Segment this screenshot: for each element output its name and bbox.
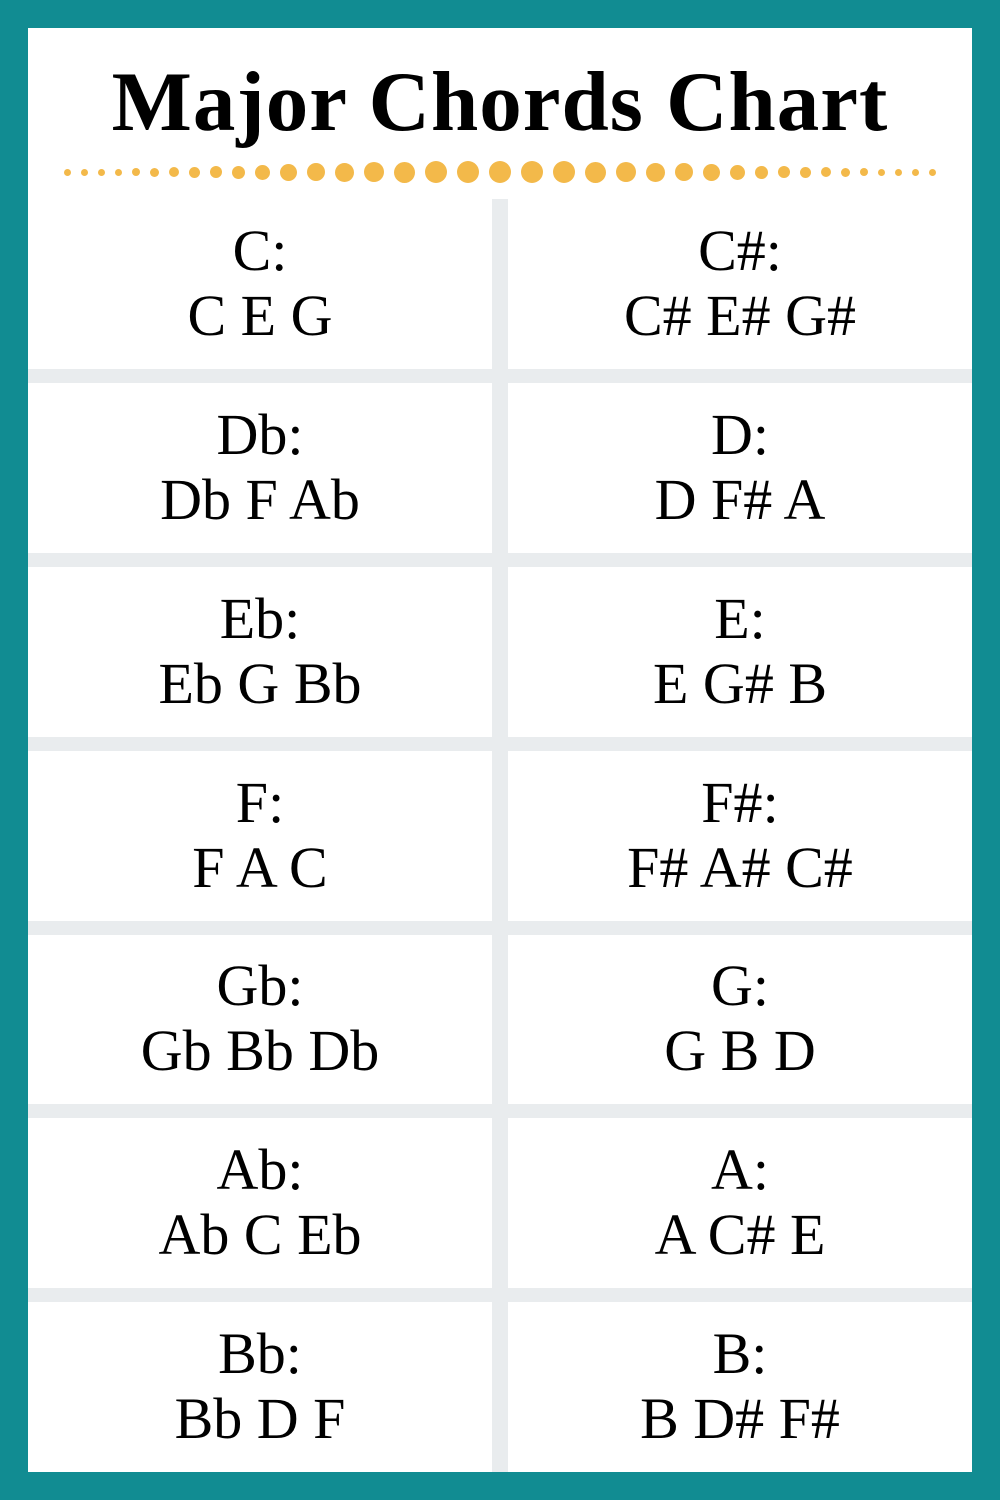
chord-name: F# (701, 771, 778, 836)
divider-dot (585, 162, 606, 183)
divider-dot (307, 163, 325, 181)
chord-cell: EE G# B (508, 567, 972, 737)
divider-dot (255, 165, 270, 180)
divider-dot (730, 165, 745, 180)
divider-dot (841, 168, 850, 177)
chord-name: C (233, 219, 288, 284)
chord-name: Db (216, 403, 303, 468)
chart-card: Major Chords Chart CC E GC#C# E# G#DbDb … (28, 28, 972, 1472)
divider-dot (394, 162, 415, 183)
chord-notes: F A C (192, 836, 327, 901)
divider-dot (115, 169, 122, 176)
divider-dot (489, 161, 511, 183)
chord-name: E (714, 587, 766, 652)
chord-name: B (713, 1322, 768, 1387)
divider-dot (98, 169, 105, 176)
divider-dot (280, 164, 297, 181)
divider-dot (457, 161, 479, 183)
chord-cell: C#C# E# G# (508, 199, 972, 369)
chord-notes: C E G (188, 284, 333, 349)
chord-cell: EbEb G Bb (28, 567, 492, 737)
chord-cell: DbDb F Ab (28, 383, 492, 553)
chord-notes: Eb G Bb (159, 652, 362, 717)
divider-dot (364, 162, 384, 182)
chord-name: Ab (216, 1138, 303, 1203)
divider-dot (895, 169, 902, 176)
dot-divider (28, 155, 972, 199)
chord-cell: GbGb Bb Db (28, 935, 492, 1105)
chord-cell: CC E G (28, 199, 492, 369)
divider-dot (521, 161, 543, 183)
divider-dot (189, 167, 200, 178)
chord-name: F (236, 771, 284, 836)
divider-dot (64, 169, 71, 176)
outer-frame: Major Chords Chart CC E GC#C# E# G#DbDb … (0, 0, 1000, 1500)
divider-dot (703, 164, 720, 181)
chord-notes: C# E# G# (624, 284, 856, 349)
chord-notes: Bb D F (175, 1387, 346, 1452)
divider-dot (912, 169, 919, 176)
chord-cell: AbAb C Eb (28, 1118, 492, 1288)
chord-cell: F#F# A# C# (508, 751, 972, 921)
divider-dot (553, 161, 575, 183)
chord-cell: FF A C (28, 751, 492, 921)
chord-cell: DD F# A (508, 383, 972, 553)
chord-notes: Db F Ab (160, 468, 360, 533)
chord-cell: GG B D (508, 935, 972, 1105)
chord-notes: Ab C Eb (159, 1203, 362, 1268)
divider-dot (81, 169, 88, 176)
divider-dot (646, 163, 665, 182)
chord-notes: D F# A (655, 468, 826, 533)
chord-grid: CC E GC#C# E# G#DbDb F AbDD F# AEbEb G B… (28, 199, 972, 1472)
chord-notes: F# A# C# (627, 836, 853, 901)
divider-dot (675, 163, 693, 181)
chord-notes: Gb Bb Db (141, 1019, 379, 1084)
chord-name: C# (698, 219, 782, 284)
chord-cell: AA C# E (508, 1118, 972, 1288)
divider-dot (150, 168, 159, 177)
chord-notes: B D# F# (640, 1387, 840, 1452)
chord-name: A (711, 1138, 769, 1203)
chord-cell: BbBb D F (28, 1302, 492, 1472)
divider-dot (878, 169, 885, 176)
divider-dot (335, 163, 354, 182)
chord-cell: BB D# F# (508, 1302, 972, 1472)
chord-notes: A C# E (655, 1203, 826, 1268)
divider-dot (755, 166, 768, 179)
chord-name: G (711, 954, 769, 1019)
divider-dot (929, 169, 936, 176)
divider-dot (778, 166, 790, 178)
chart-title: Major Chords Chart (28, 28, 972, 155)
chord-name: Gb (216, 954, 303, 1019)
divider-dot (821, 167, 831, 177)
divider-dot (800, 167, 811, 178)
divider-dot (210, 166, 222, 178)
divider-dot (232, 166, 245, 179)
divider-dot (132, 168, 140, 176)
chord-name: Eb (220, 587, 301, 652)
chord-name: Bb (218, 1322, 302, 1387)
chord-name: D (711, 403, 769, 468)
chord-notes: E G# B (653, 652, 827, 717)
divider-dot (860, 168, 868, 176)
divider-dot (616, 162, 636, 182)
divider-dot (169, 167, 179, 177)
chord-notes: G B D (664, 1019, 815, 1084)
divider-dot (425, 161, 447, 183)
